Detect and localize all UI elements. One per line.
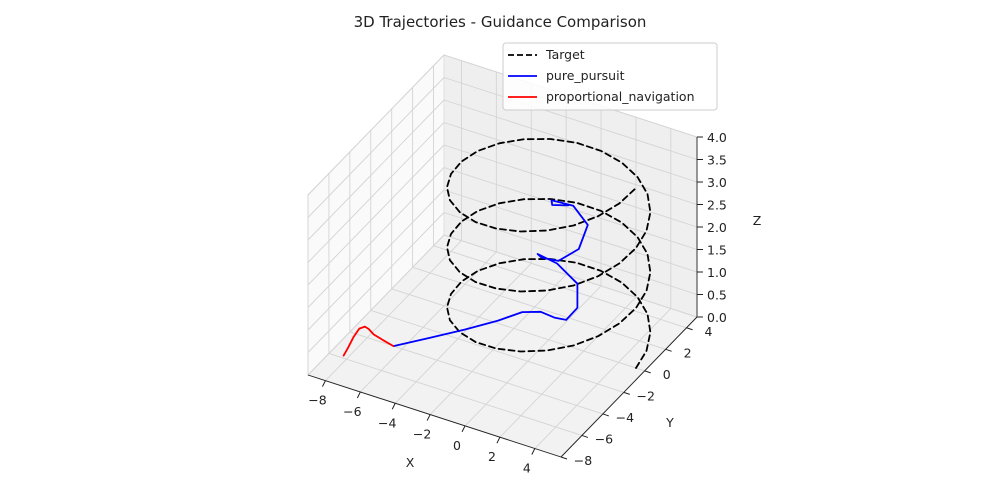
x-tick-mark [391, 403, 396, 410]
grid-z-back [443, 144, 698, 228]
grid-z-left [307, 122, 445, 263]
z-tick-label: 2.0 [707, 220, 727, 235]
y-tick-label: 0 [663, 367, 671, 382]
grid-z-left [307, 54, 445, 196]
legend-frame [502, 42, 718, 111]
x-tick-mark [496, 436, 501, 444]
grid-z-back [443, 122, 698, 205]
chart-title: 3D Trajectories - Guidance Comparison [354, 13, 647, 31]
series-line-proportional-navigation [342, 325, 395, 357]
y-tick-mark [686, 327, 693, 331]
x-tick-label: −4 [378, 415, 396, 430]
grid-z-left [307, 77, 445, 218]
y-tick-label: −6 [595, 431, 613, 446]
x-tick-mark [426, 414, 431, 421]
grid-y-floor [412, 266, 666, 350]
legend-label-pure-pursuit: pure_pursuit [546, 68, 625, 83]
legend: Target pure_pursuit proportional_navigat… [502, 42, 718, 111]
grid-x-floor [325, 240, 462, 381]
z-tick-label: 3.0 [707, 175, 727, 190]
y-axis-label: Y [665, 415, 674, 430]
x-tick-mark [461, 425, 466, 433]
grid-x-floor [429, 274, 567, 415]
z-tick-label: 4.0 [707, 130, 727, 145]
y-tick-label: −4 [616, 410, 634, 425]
grid-y-floor [391, 288, 645, 372]
series-layer [342, 138, 652, 369]
y-tick-mark [644, 370, 651, 374]
x-tick-mark [356, 391, 361, 399]
legend-label-target: Target [545, 47, 585, 62]
x-axis-label: X [406, 455, 415, 470]
grid-z-left [307, 212, 445, 353]
grid-z-left [307, 167, 445, 308]
grid-z-left [307, 189, 445, 331]
x-tick-label: 4 [523, 461, 531, 476]
grid-z-left [307, 234, 445, 376]
x-tick-label: −8 [308, 393, 326, 408]
x-tick-mark [322, 380, 326, 387]
grid-z-back [443, 77, 698, 160]
grid-y-floor [370, 309, 624, 393]
y-tick-mark [560, 456, 568, 460]
z-tick-label: 0.5 [707, 288, 727, 303]
grid-z-back [443, 189, 698, 273]
y-tick-label: −2 [637, 388, 655, 403]
x-axis-line [307, 374, 562, 458]
grid-x-floor [360, 251, 497, 393]
grid-x-floor [534, 308, 672, 449]
grid-x-floor [394, 262, 532, 404]
grid-x-floor [464, 285, 602, 427]
legend-label-proportional-navigation: proportional_navigation [546, 89, 695, 104]
axis-ticks: −8−6−4−2024−8−6−4−20240.00.51.01.52.02.5… [307, 130, 727, 476]
y-axis-line [560, 316, 698, 458]
y-tick-mark [581, 434, 589, 438]
x-tick-label: 2 [488, 449, 496, 464]
y-tick-label: −8 [574, 453, 592, 468]
x-tick-label: 0 [453, 438, 461, 453]
z-tick-label: 1.5 [707, 243, 727, 258]
grid-y-floor [433, 245, 687, 329]
z-tick-label: 3.5 [707, 153, 727, 168]
y-tick-label: 2 [684, 345, 692, 360]
z-tick-label: 1.0 [707, 265, 727, 280]
grid-x-floor [499, 296, 637, 438]
y-tick-mark [665, 348, 672, 352]
y-tick-mark [623, 391, 630, 395]
grid-z-left [307, 144, 445, 286]
z-axis-label: Z [753, 213, 762, 228]
z-tick-label: 2.5 [707, 198, 727, 213]
x-tick-mark [531, 448, 536, 455]
x-tick-label: −2 [413, 427, 431, 442]
series-line-pure-pursuit [392, 199, 589, 348]
z-tick-label: 0.0 [707, 310, 727, 325]
x-tick-label: −6 [343, 404, 361, 419]
y-tick-label: 4 [705, 324, 713, 339]
grid-y-floor [328, 353, 583, 436]
grid-z-left [307, 99, 445, 241]
y-tick-mark [602, 413, 610, 417]
grid-z-back [443, 167, 698, 250]
